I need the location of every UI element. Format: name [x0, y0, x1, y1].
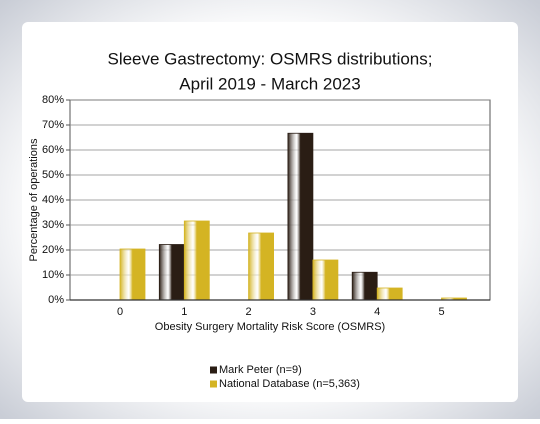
y-tick-label: 0%	[48, 294, 64, 306]
x-tick-label: 3	[310, 306, 316, 318]
y-tick-label: 40%	[42, 194, 64, 206]
y-tick-label: 20%	[42, 244, 64, 256]
chart-title: April 2019 - March 2023	[179, 74, 360, 93]
bar	[376, 287, 403, 301]
x-axis-label: Obesity Surgery Mortality Risk Score (OS…	[155, 321, 385, 333]
bar	[158, 244, 185, 301]
x-tick-label: 5	[438, 306, 444, 318]
bar	[248, 232, 275, 301]
chart-title: Sleeve Gastrectomy: OSMRS distributions;	[107, 49, 432, 68]
y-tick-label: 60%	[42, 144, 64, 156]
y-tick-label: 80%	[42, 94, 64, 106]
bar	[183, 220, 210, 301]
bar	[312, 259, 339, 301]
y-tick-label: 10%	[42, 269, 64, 281]
y-axis-label: Percentage of operations	[28, 138, 40, 261]
x-tick-label: 1	[181, 306, 187, 318]
x-tick-label: 2	[246, 306, 252, 318]
legend-swatch	[210, 366, 217, 374]
y-tick-label: 70%	[42, 119, 64, 131]
legend-swatch	[210, 380, 217, 388]
y-tick-label: 30%	[42, 219, 64, 231]
x-tick-label: 0	[117, 306, 123, 318]
bar	[119, 248, 146, 301]
bar	[287, 132, 314, 301]
y-tick-label: 50%	[42, 169, 64, 181]
bar	[351, 271, 378, 301]
legend-label: Mark Peter (n=9)	[219, 364, 302, 376]
x-tick-label: 4	[374, 306, 380, 318]
legend-label: National Database (n=5,363)	[219, 378, 360, 390]
